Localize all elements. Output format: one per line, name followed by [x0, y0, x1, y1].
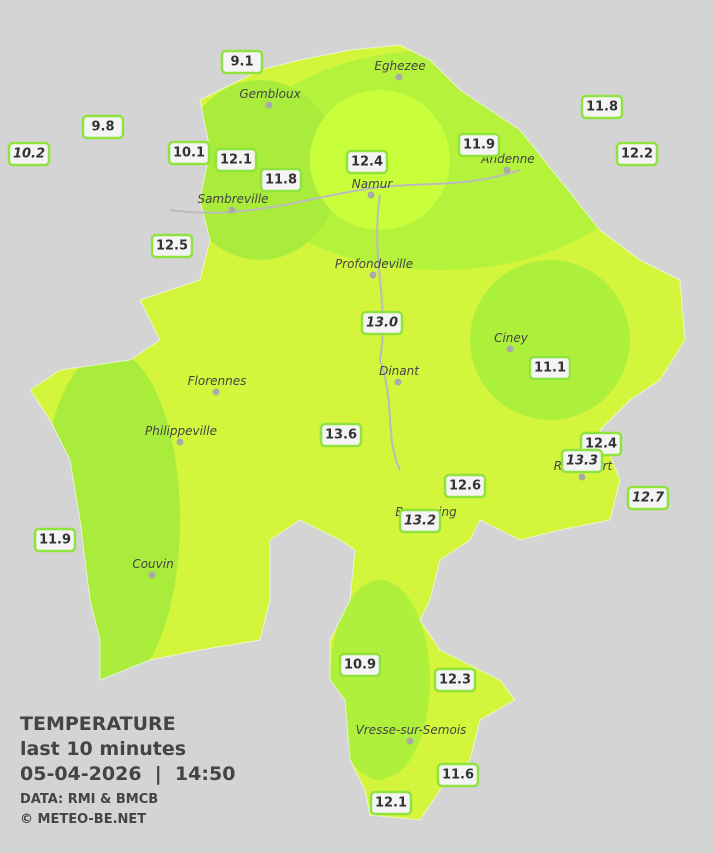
- source: DATA: RMI & BMCB: [20, 792, 158, 807]
- station-box: [626, 485, 670, 511]
- timestamp: 05-04-2026 | 14:50: [20, 763, 235, 785]
- station-reading: 12.4: [585, 437, 617, 452]
- station-box: [259, 167, 303, 193]
- city-dot: [367, 191, 375, 199]
- station-box: [33, 527, 77, 553]
- station-reading: 13.6: [325, 428, 357, 443]
- heading: TEMPERATURE: [20, 713, 176, 735]
- station-reading: 11.6: [442, 768, 474, 783]
- station-box: [398, 508, 442, 534]
- city-label: Eghezee: [374, 59, 425, 73]
- city-label: Couvin: [132, 557, 173, 571]
- city-dot: [578, 473, 586, 481]
- station-reading: 12.3: [439, 673, 471, 688]
- city-dot: [369, 271, 377, 279]
- station-box: [560, 448, 604, 474]
- city-dot: [503, 166, 511, 174]
- city-dot: [265, 101, 273, 109]
- city-dot: [176, 438, 184, 446]
- station-box: [150, 233, 194, 259]
- station-reading: 13.0: [366, 316, 398, 331]
- station-reading: 10.2: [13, 147, 45, 162]
- city-dot: [506, 345, 514, 353]
- city-dot: [395, 73, 403, 81]
- station-reading: 12.4: [351, 155, 383, 170]
- station-box: [220, 49, 264, 75]
- city-label: Vresse-sur-Semois: [356, 723, 467, 737]
- station-reading: 10.1: [173, 146, 205, 161]
- city-label: Namur: [352, 177, 394, 191]
- station-box: [319, 422, 363, 448]
- city-label: Philippeville: [145, 424, 217, 438]
- city-dot: [228, 206, 236, 214]
- title-block: TEMPERATURE last 10 minutes 05-04-2026 |…: [20, 713, 235, 827]
- station-box: [433, 667, 477, 693]
- station-box: [81, 114, 125, 140]
- station-reading: 12.1: [375, 796, 407, 811]
- station-reading: 13.2: [404, 514, 436, 529]
- station-reading: 12.1: [220, 153, 252, 168]
- city-label: Sambreville: [197, 192, 268, 206]
- city-label: Florennes: [188, 374, 247, 388]
- station-reading: 11.8: [265, 173, 297, 188]
- subheading: last 10 minutes: [20, 738, 186, 760]
- station-reading: 12.2: [621, 147, 653, 162]
- station-box: [7, 141, 51, 167]
- station-box: [214, 147, 258, 173]
- station-box: [443, 473, 487, 499]
- station-reading: 11.9: [39, 533, 71, 548]
- station-reading: 12.6: [449, 479, 481, 494]
- station-box: [345, 149, 389, 175]
- station-box: [167, 140, 211, 166]
- station-reading: 12.7: [632, 491, 665, 506]
- city-dot: [212, 388, 220, 396]
- city-label: Dinant: [379, 364, 420, 378]
- station-box: [528, 355, 572, 381]
- station-box: [360, 310, 404, 336]
- city-label: Ciney: [494, 331, 529, 345]
- city-label: Profondeville: [335, 257, 413, 271]
- station-box: [615, 141, 659, 167]
- credit: © METEO-BE.NET: [20, 812, 146, 827]
- stations: 9.1 9.8 10.2 10.1 12.1 11.8 12.4 11.9 11.8 12.2 12…: [7, 49, 670, 816]
- station-reading: 11.9: [463, 138, 495, 153]
- station-box: [338, 652, 382, 678]
- station-box: [580, 94, 624, 120]
- city-dot: [394, 378, 402, 386]
- station-reading: 13.3: [566, 454, 598, 469]
- station-box: [369, 790, 413, 816]
- station-reading: 9.8: [91, 120, 114, 135]
- station-box: [457, 132, 501, 158]
- station-box: [436, 762, 480, 788]
- station-reading: 11.1: [534, 361, 566, 376]
- station-reading: 9.1: [230, 55, 253, 70]
- station-reading: 11.8: [586, 100, 618, 115]
- station-reading: 12.5: [156, 239, 188, 254]
- city-dot: [406, 737, 414, 745]
- city-label: Gembloux: [239, 87, 301, 101]
- station-reading: 10.9: [344, 658, 376, 673]
- city-dot: [148, 571, 156, 579]
